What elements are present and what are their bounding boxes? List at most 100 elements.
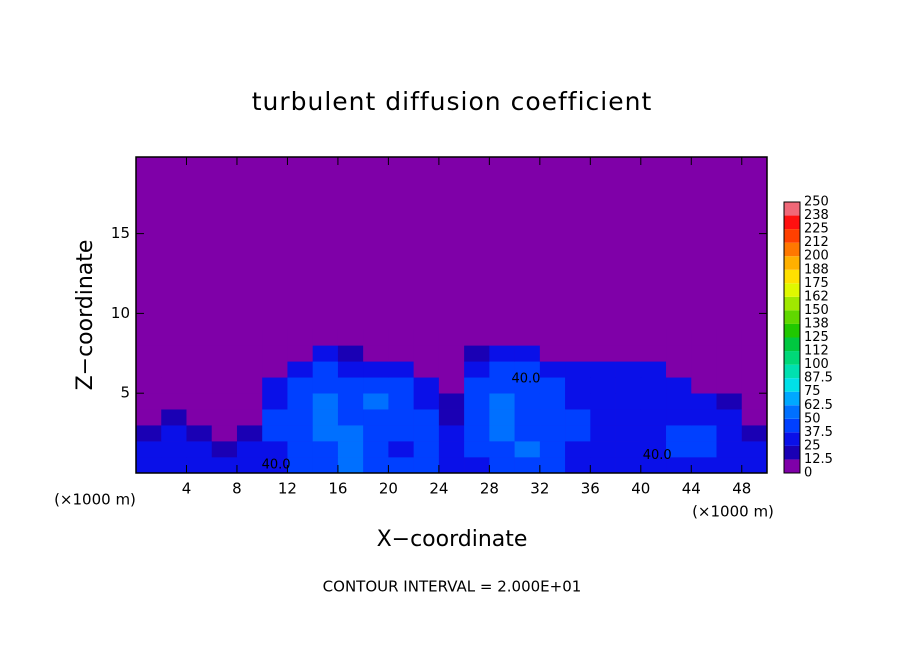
field-cell <box>666 345 692 362</box>
field-cell <box>413 409 440 426</box>
field-cell <box>514 409 541 426</box>
field-cell <box>691 393 717 410</box>
y-tick-label: 5 <box>120 384 130 402</box>
field-cell <box>287 329 313 346</box>
field-cell <box>211 441 238 458</box>
field-cell <box>741 409 768 426</box>
field-cell <box>312 441 339 458</box>
field-cell <box>262 457 288 474</box>
contour-label: 40.0 <box>262 458 291 473</box>
x-tick-label: 44 <box>682 480 701 498</box>
field-cell <box>363 409 389 426</box>
field-cell <box>691 345 717 362</box>
field-cell <box>666 393 692 410</box>
plot-frame <box>135 156 768 474</box>
field-cell <box>363 457 389 474</box>
field-cell <box>161 425 187 442</box>
field-cell <box>136 377 162 394</box>
field-cell <box>161 393 187 410</box>
field-cell <box>666 441 692 458</box>
field-cell <box>464 345 490 362</box>
field-cell <box>413 441 440 458</box>
x-tick-label: 12 <box>278 480 297 498</box>
field-cell <box>565 361 591 378</box>
field-cell <box>211 393 238 410</box>
field-cell <box>539 425 566 442</box>
field-cell <box>590 457 616 474</box>
colorbar-label: 87.5 <box>804 371 833 386</box>
field-cell <box>741 361 768 378</box>
field-cell <box>161 441 187 458</box>
field-cell <box>262 377 288 394</box>
field-cell <box>590 409 616 426</box>
colorbar-bin <box>784 229 800 243</box>
field-cell <box>716 441 743 458</box>
field-cell <box>337 457 364 474</box>
x-tick-label: 20 <box>379 480 398 498</box>
colorbar-bin <box>784 391 800 406</box>
colorbar-label: 125 <box>804 330 829 345</box>
field-cell <box>565 425 591 442</box>
field-cell <box>236 329 263 346</box>
field-cell <box>363 441 389 458</box>
field-cell <box>337 441 364 458</box>
field-cell <box>615 393 642 410</box>
field-cell <box>640 425 667 442</box>
field-cell <box>312 329 339 346</box>
field-cell <box>337 425 364 442</box>
x-tick-label: 8 <box>232 480 242 498</box>
field-cell <box>514 393 541 410</box>
field-cell <box>741 441 768 458</box>
field-cell <box>262 441 288 458</box>
field-cell <box>312 393 339 410</box>
field-cell <box>413 425 440 442</box>
field-cell <box>262 361 288 378</box>
field-cell <box>716 329 743 346</box>
field-cell <box>615 345 642 362</box>
field-cell <box>716 377 743 394</box>
field-cell <box>413 345 440 362</box>
colorbar-bin <box>784 459 800 473</box>
field-cell <box>514 441 541 458</box>
field-cell <box>363 329 389 346</box>
field-cell <box>489 441 515 458</box>
field-cell <box>388 361 414 378</box>
field-cell <box>287 393 313 410</box>
field-cell <box>514 457 541 474</box>
x-tick-label: 36 <box>581 480 600 498</box>
field-cell <box>640 409 667 426</box>
field-cell <box>489 345 515 362</box>
field-cell <box>236 377 263 394</box>
colorbar-bin <box>784 256 800 270</box>
colorbar-bin <box>784 351 800 365</box>
field-cell <box>161 377 187 394</box>
field-cell <box>287 377 313 394</box>
field-cell <box>489 457 515 474</box>
field-cell <box>136 425 162 442</box>
field-cell <box>388 457 414 474</box>
colorbar-bin <box>784 337 800 352</box>
field-cell <box>186 377 213 394</box>
field-cell <box>211 345 238 362</box>
field-cell <box>287 409 313 426</box>
field-cell <box>186 457 213 474</box>
field-cell <box>312 457 339 474</box>
field-cell <box>438 377 465 394</box>
field-cell <box>337 361 364 378</box>
field-cell <box>236 345 263 362</box>
colorbar-label: 212 <box>804 235 829 250</box>
x-tick-label: 28 <box>480 480 499 498</box>
field-cell <box>136 345 162 362</box>
field-cell <box>236 457 263 474</box>
colorbar-label: 250 <box>804 195 829 210</box>
colorbar-bin <box>784 432 800 446</box>
colorbar-bin <box>784 378 800 392</box>
field-cell <box>312 345 339 362</box>
field-cell <box>287 361 313 378</box>
field-cell <box>388 393 414 410</box>
field-cell <box>590 329 616 346</box>
field-cell <box>236 361 263 378</box>
field-cell <box>312 425 339 442</box>
field-cell <box>539 377 566 394</box>
